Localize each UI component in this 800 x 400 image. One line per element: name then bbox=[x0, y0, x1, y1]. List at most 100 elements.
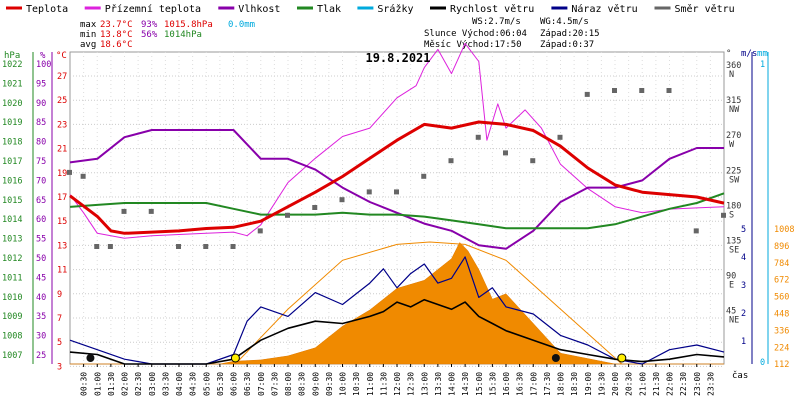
wind-dir-name: SE bbox=[729, 246, 739, 256]
x-tick-label: 23:00 bbox=[693, 372, 702, 396]
humidity-tick: 25 bbox=[36, 351, 46, 361]
pressure-tick: 1009 bbox=[2, 312, 22, 322]
wind-dir-tick: 90 bbox=[726, 272, 736, 282]
wind-dir-point bbox=[94, 244, 100, 249]
moonrise-marker bbox=[551, 354, 560, 362]
wind-speed-tick: 5 bbox=[741, 225, 746, 235]
wind-speed-tick: 4 bbox=[741, 253, 746, 263]
x-tick-label: 19:00 bbox=[584, 372, 593, 396]
x-tick-label: 07:30 bbox=[270, 372, 279, 396]
x-tick-label: 21:30 bbox=[652, 372, 661, 396]
legend-label-6: Náraz větru bbox=[571, 3, 637, 15]
ground-temperature-line bbox=[69, 42, 725, 239]
x-tick-label: 08:30 bbox=[298, 372, 307, 396]
wind-dir-axis-label: ° bbox=[726, 49, 731, 59]
stat-max-temp: 23.7°C bbox=[100, 20, 133, 30]
humidity-tick: 50 bbox=[36, 254, 46, 264]
humidity-tick: 75 bbox=[36, 157, 46, 167]
pressure-tick: 1019 bbox=[2, 118, 22, 128]
wind-dir-point bbox=[366, 189, 372, 195]
wind-dir-point bbox=[121, 208, 127, 214]
humidity-tick: 30 bbox=[36, 332, 46, 342]
x-tick-label: 23:30 bbox=[706, 372, 715, 396]
humidity-tick: 70 bbox=[36, 176, 46, 186]
x-tick-label: 05:00 bbox=[202, 372, 211, 396]
temperature-tick: 9 bbox=[57, 290, 62, 300]
wind-dir-tick: 180 bbox=[726, 201, 741, 211]
wind-dir-point bbox=[394, 189, 399, 195]
stat-max-press: 1015.8hPa bbox=[164, 20, 213, 30]
info-ws: WS:2.7m/s bbox=[472, 17, 521, 27]
legend-label-3: Tlak bbox=[317, 4, 341, 15]
wind-dir-tick: 225 bbox=[726, 166, 741, 176]
stat-avg-label: avg bbox=[80, 40, 96, 50]
wind-dir-point bbox=[475, 134, 481, 140]
pressure-tick: 1021 bbox=[2, 79, 22, 89]
sunset-marker bbox=[617, 353, 627, 363]
wind-dir-point bbox=[639, 88, 645, 93]
wind-dir-point bbox=[176, 244, 181, 249]
stat-min-hum: 56% bbox=[141, 30, 158, 40]
x-tick-label: 20:30 bbox=[625, 372, 634, 396]
wind-speed-axis-label: m/s bbox=[741, 49, 757, 59]
x-tick-label: 14:30 bbox=[461, 372, 470, 396]
legend-label-2: Vlhkost bbox=[238, 4, 280, 15]
wind-dir-point bbox=[584, 91, 590, 97]
x-axis-label: čas bbox=[732, 370, 748, 381]
x-tick-label: 18:00 bbox=[557, 372, 566, 396]
wind-speed-tick: 2 bbox=[741, 309, 746, 319]
wind-dir-point bbox=[530, 158, 536, 164]
solar-tick: 112 bbox=[774, 360, 789, 370]
wind-dir-name: NE bbox=[729, 316, 739, 326]
temperature-tick: 23 bbox=[57, 120, 67, 130]
info-moon-set: Západ:0:37 bbox=[540, 40, 594, 50]
wind-dir-point bbox=[285, 212, 290, 218]
legend-label-5: Rychlost větru bbox=[450, 3, 534, 15]
pressure-tick: 1015 bbox=[2, 196, 22, 206]
wind-dir-tick: 270 bbox=[726, 131, 741, 141]
x-tick-label: 02:00 bbox=[121, 372, 130, 396]
wind-dir-point bbox=[230, 244, 236, 249]
x-tick-label: 15:00 bbox=[475, 372, 484, 396]
temperature-tick: 3 bbox=[57, 362, 62, 372]
x-tick-label: 05:30 bbox=[216, 372, 225, 396]
solar-tick: 336 bbox=[774, 326, 789, 336]
wind-dir-name: N bbox=[729, 70, 734, 80]
temperature-line bbox=[69, 120, 725, 235]
pressure-tick: 1017 bbox=[2, 157, 22, 167]
humidity-tick: 60 bbox=[36, 215, 46, 225]
stat-min-press: 1014hPa bbox=[164, 30, 202, 40]
x-tick-label: 12:30 bbox=[407, 372, 416, 396]
pressure-tick: 1013 bbox=[2, 235, 22, 245]
x-tick-label: 13:00 bbox=[420, 372, 429, 396]
wind-dir-name: NW bbox=[729, 105, 740, 115]
solar-area bbox=[70, 242, 724, 365]
temperature-tick: 19 bbox=[57, 169, 67, 179]
x-tick-label: 17:00 bbox=[529, 372, 538, 396]
solar-tick: 1008 bbox=[774, 225, 794, 235]
wind-dir-tick: 45 bbox=[726, 307, 736, 317]
x-tick-label: 14:00 bbox=[448, 372, 457, 396]
pressure-line bbox=[69, 192, 725, 230]
x-tick-label: 10:00 bbox=[339, 372, 348, 396]
stat-max-rain: 0.0mm bbox=[228, 20, 255, 30]
temperature-axis-label: °C bbox=[56, 51, 67, 61]
solar-tick: 784 bbox=[774, 259, 789, 269]
humidity-tick: 90 bbox=[36, 99, 46, 109]
x-tick-label: 08:00 bbox=[284, 372, 293, 396]
x-tick-label: 22:30 bbox=[679, 372, 688, 396]
stat-avg-temp: 18.6°C bbox=[100, 40, 133, 50]
humidity-tick: 65 bbox=[36, 196, 46, 206]
wind-dir-name: S bbox=[729, 210, 734, 220]
x-tick-label: 15:30 bbox=[488, 372, 497, 396]
x-tick-label: 12:00 bbox=[393, 372, 402, 396]
wind-dir-point bbox=[721, 212, 726, 218]
wind-dir-point bbox=[421, 173, 427, 179]
x-tick-label: 01:30 bbox=[107, 372, 116, 396]
wind-dir-point bbox=[80, 173, 86, 179]
x-tick-label: 19:30 bbox=[597, 372, 606, 396]
wind-speed-tick: 3 bbox=[741, 281, 746, 291]
wind-dir-point bbox=[503, 150, 508, 156]
